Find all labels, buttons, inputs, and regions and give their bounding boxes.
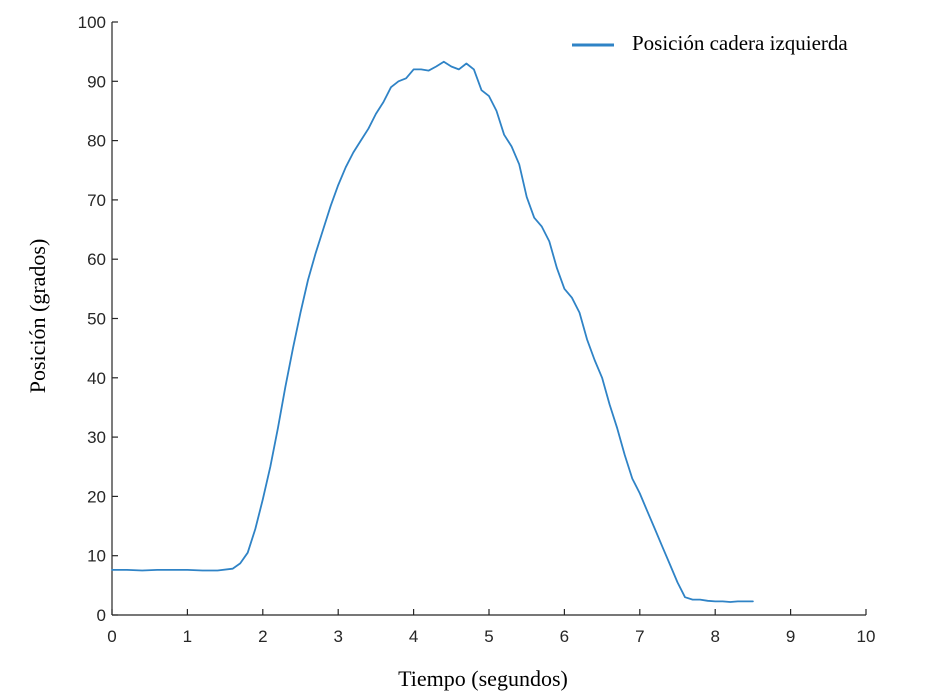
x-tick-label: 8: [710, 627, 719, 646]
x-tick-label: 9: [786, 627, 795, 646]
x-tick-label: 5: [484, 627, 493, 646]
x-tick-label: 6: [560, 627, 569, 646]
series-line-posicion-cadera-izquierda: [111, 60, 754, 603]
y-tick-label: 90: [87, 72, 106, 91]
y-tick-label: 10: [87, 547, 106, 566]
y-axis-title: Posición (grados): [25, 239, 50, 394]
y-tick-label: 40: [87, 369, 106, 388]
y-tick-label: 0: [97, 606, 106, 625]
axis-ticks: 0 10 20 30 40 50 60 70 80 90 100 0 1 2 3 4 5 6 7 8 9 10: [78, 13, 876, 646]
x-tick-label: 2: [258, 627, 267, 646]
x-tick-label: 4: [409, 627, 418, 646]
x-tick-label: 3: [333, 627, 342, 646]
legend-label: Posición cadera izquierda: [632, 31, 848, 55]
legend: Posición cadera izquierda: [572, 31, 848, 55]
x-tick-label: 7: [635, 627, 644, 646]
y-tick-label: 60: [87, 250, 106, 269]
x-tick-label: 1: [183, 627, 192, 646]
y-tick-label: 20: [87, 487, 106, 506]
x-tick-label: 0: [107, 627, 116, 646]
x-axis-title: Tiempo (segundos): [398, 666, 568, 691]
y-tick-label: 30: [87, 428, 106, 447]
y-tick-label: 70: [87, 191, 106, 210]
y-tick-label: 80: [87, 132, 106, 151]
y-tick-label: 100: [78, 13, 106, 32]
y-tick-label: 50: [87, 310, 106, 329]
series-group: [111, 60, 754, 603]
x-tick-label: 10: [857, 627, 876, 646]
